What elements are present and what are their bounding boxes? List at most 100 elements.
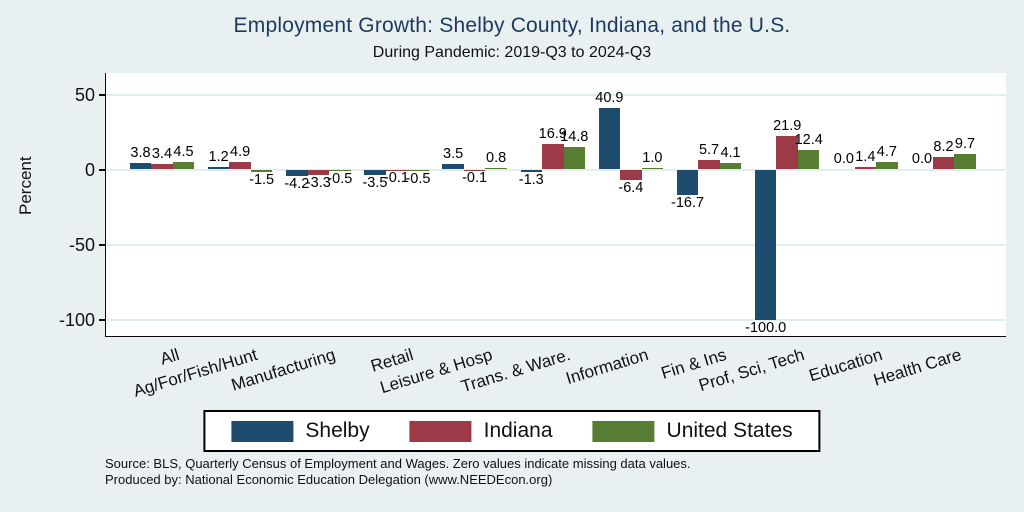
bar-value-label: -1.5 bbox=[249, 172, 275, 189]
bar-value-label: 0.0 bbox=[833, 151, 854, 167]
bar-value-label: 14.8 bbox=[560, 128, 589, 145]
bar-shelby bbox=[286, 170, 308, 177]
bar-group: 3.5 -0.1 0.8 bbox=[442, 73, 507, 336]
legend-swatch bbox=[231, 420, 294, 442]
bar-united-states bbox=[797, 150, 820, 169]
bar-value-label: -0.5 bbox=[405, 170, 431, 187]
bar-value-label: 12.4 bbox=[794, 132, 823, 149]
source-note: Source: BLS, Quarterly Census of Employm… bbox=[105, 456, 691, 488]
bar-shelby bbox=[207, 167, 230, 169]
bar-indiana bbox=[932, 156, 955, 169]
bar-value-label: -0.1 bbox=[462, 170, 488, 187]
bar-united-states bbox=[641, 167, 664, 169]
gridline bbox=[106, 169, 1006, 171]
bar-indiana bbox=[854, 166, 877, 169]
bar-group: 40.9 -6.4 1.0 bbox=[595, 73, 664, 336]
bar-value-label: 4.5 bbox=[173, 144, 194, 161]
bar-value-label: -4.2 bbox=[284, 176, 310, 193]
bar-shelby bbox=[442, 163, 464, 169]
bar-united-states bbox=[407, 170, 429, 171]
y-tick-label: 50 bbox=[74, 85, 95, 105]
bar-indiana bbox=[776, 136, 798, 169]
bar-value-label: 16.9 bbox=[538, 125, 567, 142]
x-tick-label: Information bbox=[563, 345, 651, 389]
gridline bbox=[106, 244, 1006, 246]
bar-value-label: 3.5 bbox=[443, 145, 464, 162]
chart-subtitle: During Pandemic: 2019-Q3 to 2024-Q3 bbox=[372, 44, 652, 61]
bar-value-label: -16.7 bbox=[671, 195, 705, 212]
bar-group: 0.0 8.2 9.7 bbox=[911, 73, 976, 336]
bar-group: -100.0 21.9 12.4 bbox=[745, 73, 823, 336]
bar-indiana bbox=[620, 170, 642, 180]
bar-value-label: -0.5 bbox=[327, 170, 353, 187]
bar-group: -16.7 5.7 4.1 bbox=[671, 73, 742, 336]
bar-indiana bbox=[151, 163, 173, 169]
source-line: Source: BLS, Quarterly Census of Employm… bbox=[105, 456, 691, 471]
bar-united-states bbox=[719, 162, 742, 169]
y-tick-mark bbox=[99, 169, 105, 171]
bar-shelby bbox=[676, 170, 699, 196]
bar-value-label: 3.4 bbox=[151, 145, 173, 162]
bar-value-label: 1.2 bbox=[208, 149, 229, 166]
bar-shelby bbox=[364, 170, 386, 176]
bar-group: -4.2 -3.3 -0.5 bbox=[284, 73, 352, 336]
bar-group: -1.3 16.9 14.8 bbox=[519, 73, 589, 336]
bar-group: 0.0 1.4 4.7 bbox=[833, 73, 898, 336]
x-tick-label: Health Care bbox=[870, 345, 964, 390]
bar-value-label: -100.0 bbox=[745, 320, 787, 336]
gridline bbox=[106, 319, 1006, 321]
bar-shelby bbox=[598, 107, 621, 169]
y-tick-label: -50 bbox=[68, 235, 95, 255]
bar-indiana bbox=[307, 170, 330, 175]
x-tick-label: All bbox=[157, 345, 182, 369]
bar-value-label: -6.4 bbox=[618, 179, 644, 196]
legend-item: United States bbox=[592, 419, 793, 443]
legend-swatch bbox=[592, 420, 655, 442]
produced-by-line: Produced by: National Economic Education… bbox=[105, 472, 553, 487]
bar-shelby bbox=[129, 163, 152, 169]
bar-value-label: 1.0 bbox=[642, 149, 663, 166]
legend: Shelby Indiana United States bbox=[203, 410, 821, 452]
bar-value-label: 8.2 bbox=[933, 138, 954, 155]
bar-value-label: -3.5 bbox=[362, 175, 388, 192]
bar-united-states bbox=[329, 170, 351, 171]
bar-shelby bbox=[754, 170, 777, 320]
bar-united-states bbox=[954, 154, 976, 169]
y-tick-label: -100 bbox=[58, 310, 95, 330]
bar-united-states bbox=[250, 170, 273, 173]
bar-value-label: 0.8 bbox=[486, 149, 507, 166]
legend-item: Shelby bbox=[231, 419, 370, 443]
bar-united-states bbox=[563, 146, 585, 169]
bar-value-label: -3.3 bbox=[305, 174, 331, 191]
bar-group: 3.8 3.4 4.5 bbox=[129, 73, 195, 336]
bar-value-label: 5.7 bbox=[698, 142, 720, 159]
bar-value-label: 3.8 bbox=[130, 145, 151, 162]
bar-value-label: 1.4 bbox=[855, 148, 876, 165]
bar-value-label: 4.9 bbox=[230, 143, 251, 160]
bar-value-label: -0.1 bbox=[383, 170, 409, 187]
y-axis-label: Percent bbox=[16, 156, 35, 215]
y-tick-mark bbox=[99, 94, 105, 96]
gridline bbox=[106, 94, 1006, 96]
bar-value-label: 4.7 bbox=[876, 143, 897, 160]
bar-value-label: 9.7 bbox=[954, 136, 976, 153]
y-tick-mark bbox=[99, 244, 105, 246]
bar-indiana bbox=[698, 160, 720, 169]
bar-value-label: 0.0 bbox=[911, 151, 933, 167]
y-tick-mark bbox=[99, 319, 105, 321]
bar-indiana bbox=[542, 143, 564, 169]
bar-united-states bbox=[172, 162, 195, 169]
bar-indiana bbox=[229, 161, 251, 169]
bar-united-states bbox=[485, 167, 507, 169]
legend-label: United States bbox=[666, 419, 793, 442]
legend-label: Indiana bbox=[483, 419, 553, 442]
bar-shelby bbox=[520, 170, 542, 172]
legend-swatch bbox=[409, 420, 472, 442]
plot-region: 3.8 3.4 4.5 1.2 4.9 -1.5 -4.2 -3.3 -0.5 -3.5 -0.1-… bbox=[59, 73, 1006, 401]
bar-value-label: -1.3 bbox=[518, 171, 544, 188]
bar-value-label: 40.9 bbox=[595, 89, 624, 106]
bar-value-label: 4.1 bbox=[720, 144, 741, 161]
legend-label: Shelby bbox=[305, 419, 370, 442]
bar-value-label: 21.9 bbox=[773, 118, 802, 135]
